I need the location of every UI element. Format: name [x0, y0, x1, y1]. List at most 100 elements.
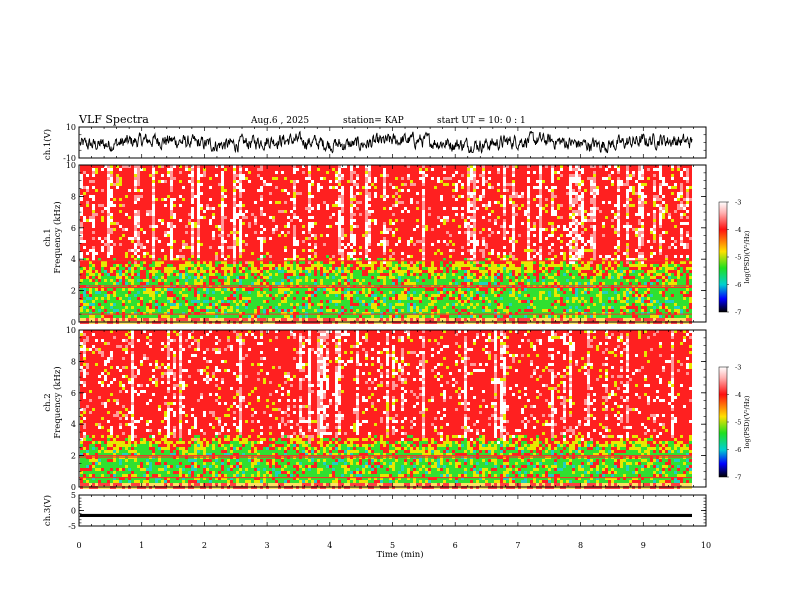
spectrogram-ch1-cell	[155, 300, 158, 303]
spectrogram-ch1-cell	[152, 213, 155, 216]
spectrogram-ch1-cell	[173, 225, 176, 228]
spectrogram-ch1-cell	[338, 174, 341, 177]
spectrogram-ch1-cell	[191, 186, 194, 189]
spectrogram-ch1-cell	[221, 210, 224, 213]
spectrogram-ch1-cell	[290, 264, 293, 267]
spectrogram-ch1-cell	[284, 234, 287, 237]
spectrogram-ch1-cell	[332, 255, 335, 258]
spectrogram-ch1-cell	[329, 258, 332, 261]
spectrogram-ch1-cell	[191, 246, 194, 249]
spectrogram-ch1-cell	[107, 231, 110, 234]
spectrogram-ch1-cell	[266, 297, 269, 300]
spectrogram-ch1-cell	[311, 291, 314, 294]
spectrogram-ch1-cell	[341, 306, 344, 309]
spectrogram-ch1-cell	[287, 222, 290, 225]
spectrogram-ch1-cell	[347, 234, 350, 237]
spectrogram-ch1-cell	[176, 234, 179, 237]
spectrogram-ch1-cell	[170, 300, 173, 303]
spectrogram-ch1-cell	[206, 303, 209, 306]
spectrogram-ch1-cell	[314, 294, 317, 297]
spectrogram-ch1-cell	[287, 177, 290, 180]
spectrogram-ch1-cell	[158, 177, 161, 180]
spectrogram-ch1-cell	[179, 168, 182, 171]
spectrogram-ch1-cell	[299, 291, 302, 294]
spectrogram-ch1-cell	[353, 216, 356, 219]
spectrogram-ch1-cell	[125, 258, 128, 261]
spectrogram-ch1-cell	[125, 252, 128, 255]
spectrogram-ch1-cell	[260, 168, 263, 171]
spectrogram-ch1-cell	[173, 294, 176, 297]
spectrogram-ch1-cell	[179, 222, 182, 225]
spectrogram-ch1-cell	[335, 195, 338, 198]
spectrogram-ch1-cell	[116, 228, 119, 231]
spectrogram-ch1-cell	[254, 246, 257, 249]
spectrogram-ch1-cell	[152, 294, 155, 297]
spectrogram-ch1-cell	[320, 252, 323, 255]
spectrogram-ch1-cell	[212, 276, 215, 279]
spectrogram-ch1-cell	[221, 189, 224, 192]
spectrogram-ch1-cell	[245, 246, 248, 249]
spectrogram-ch1-cell	[284, 306, 287, 309]
spectrogram-ch1-cell	[98, 240, 101, 243]
spectrogram-ch1-cell	[110, 309, 113, 312]
spectrogram-ch1-cell	[158, 315, 161, 318]
spectrogram-ch1-cell	[350, 192, 353, 195]
spectrogram-ch1-cell	[278, 204, 281, 207]
spectrogram-ch1-cell	[197, 267, 200, 270]
spectrogram-ch1-cell	[191, 279, 194, 282]
spectrogram-ch1-cell	[119, 231, 122, 234]
spectrogram-ch1-cell	[290, 294, 293, 297]
spectrogram-ch1-cell	[299, 234, 302, 237]
spectrogram-ch1-cell	[155, 180, 158, 183]
spectrogram-ch1-cell	[290, 222, 293, 225]
spectrogram-ch1-cell	[158, 285, 161, 288]
spectrogram-ch1-cell	[107, 222, 110, 225]
spectrogram-ch1-cell	[257, 201, 260, 204]
spectrogram-ch1-cell	[326, 234, 329, 237]
spectrogram-ch1-cell	[323, 183, 326, 186]
spectrogram-ch1-cell	[230, 294, 233, 297]
spectrogram-ch1-cell	[233, 201, 236, 204]
spectrogram-ch1-cell	[302, 318, 305, 321]
spectrogram-ch1-cell	[98, 219, 101, 222]
spectrogram-ch1-cell	[302, 210, 305, 213]
spectrogram-ch1-cell	[272, 270, 275, 273]
spectrogram-ch1-cell	[218, 309, 221, 312]
spectrogram-ch1-cell	[338, 273, 341, 276]
spectrogram-ch1-cell	[146, 231, 149, 234]
spectrogram-ch1-cell	[326, 279, 329, 282]
spectrogram-ch1-cell	[326, 249, 329, 252]
spectrogram-ch1-cell	[188, 198, 191, 201]
spectrogram-ch1-cell	[119, 270, 122, 273]
spectrogram-ch1-cell	[248, 312, 251, 315]
spectrogram-ch1-cell	[173, 291, 176, 294]
spectrogram-ch1-cell	[254, 237, 257, 240]
spectrogram-ch1-cell	[311, 288, 314, 291]
spectrogram-ch1-cell	[98, 195, 101, 198]
spectrogram-ch1-cell	[224, 312, 227, 315]
spectrogram-ch1-cell	[212, 261, 215, 264]
spectrogram-ch1-cell	[128, 285, 131, 288]
spectrogram-ch1-cell	[353, 255, 356, 258]
spectrogram-ch1-cell	[92, 183, 95, 186]
spectrogram-ch1-cell	[158, 261, 161, 264]
spectrogram-ch1-cell	[233, 186, 236, 189]
spectrogram-ch1-cell	[227, 177, 230, 180]
spectrogram-ch1-cell	[290, 195, 293, 198]
spectrogram-ch1-cell	[104, 306, 107, 309]
spectrogram-ch1-cell	[182, 285, 185, 288]
spectrogram-ch1-cell	[287, 306, 290, 309]
spectrogram-ch1-cell	[182, 207, 185, 210]
spectrogram-ch1-cell	[104, 216, 107, 219]
spectrogram-ch1-cell	[164, 231, 167, 234]
spectrogram-ch1-cell	[314, 267, 317, 270]
spectrogram-ch1-cell	[287, 309, 290, 312]
spectrogram-ch1-cell	[176, 165, 179, 168]
spectrogram-ch1-cell	[143, 165, 146, 168]
spectrogram-ch1-cell	[347, 165, 350, 168]
spectrogram-ch1-cell	[224, 186, 227, 189]
spectrogram-ch1-cell	[281, 204, 284, 207]
spectrogram-ch1-cell	[266, 216, 269, 219]
spectrogram-ch1-cell	[92, 270, 95, 273]
spectrogram-ch1-cell	[248, 318, 251, 321]
